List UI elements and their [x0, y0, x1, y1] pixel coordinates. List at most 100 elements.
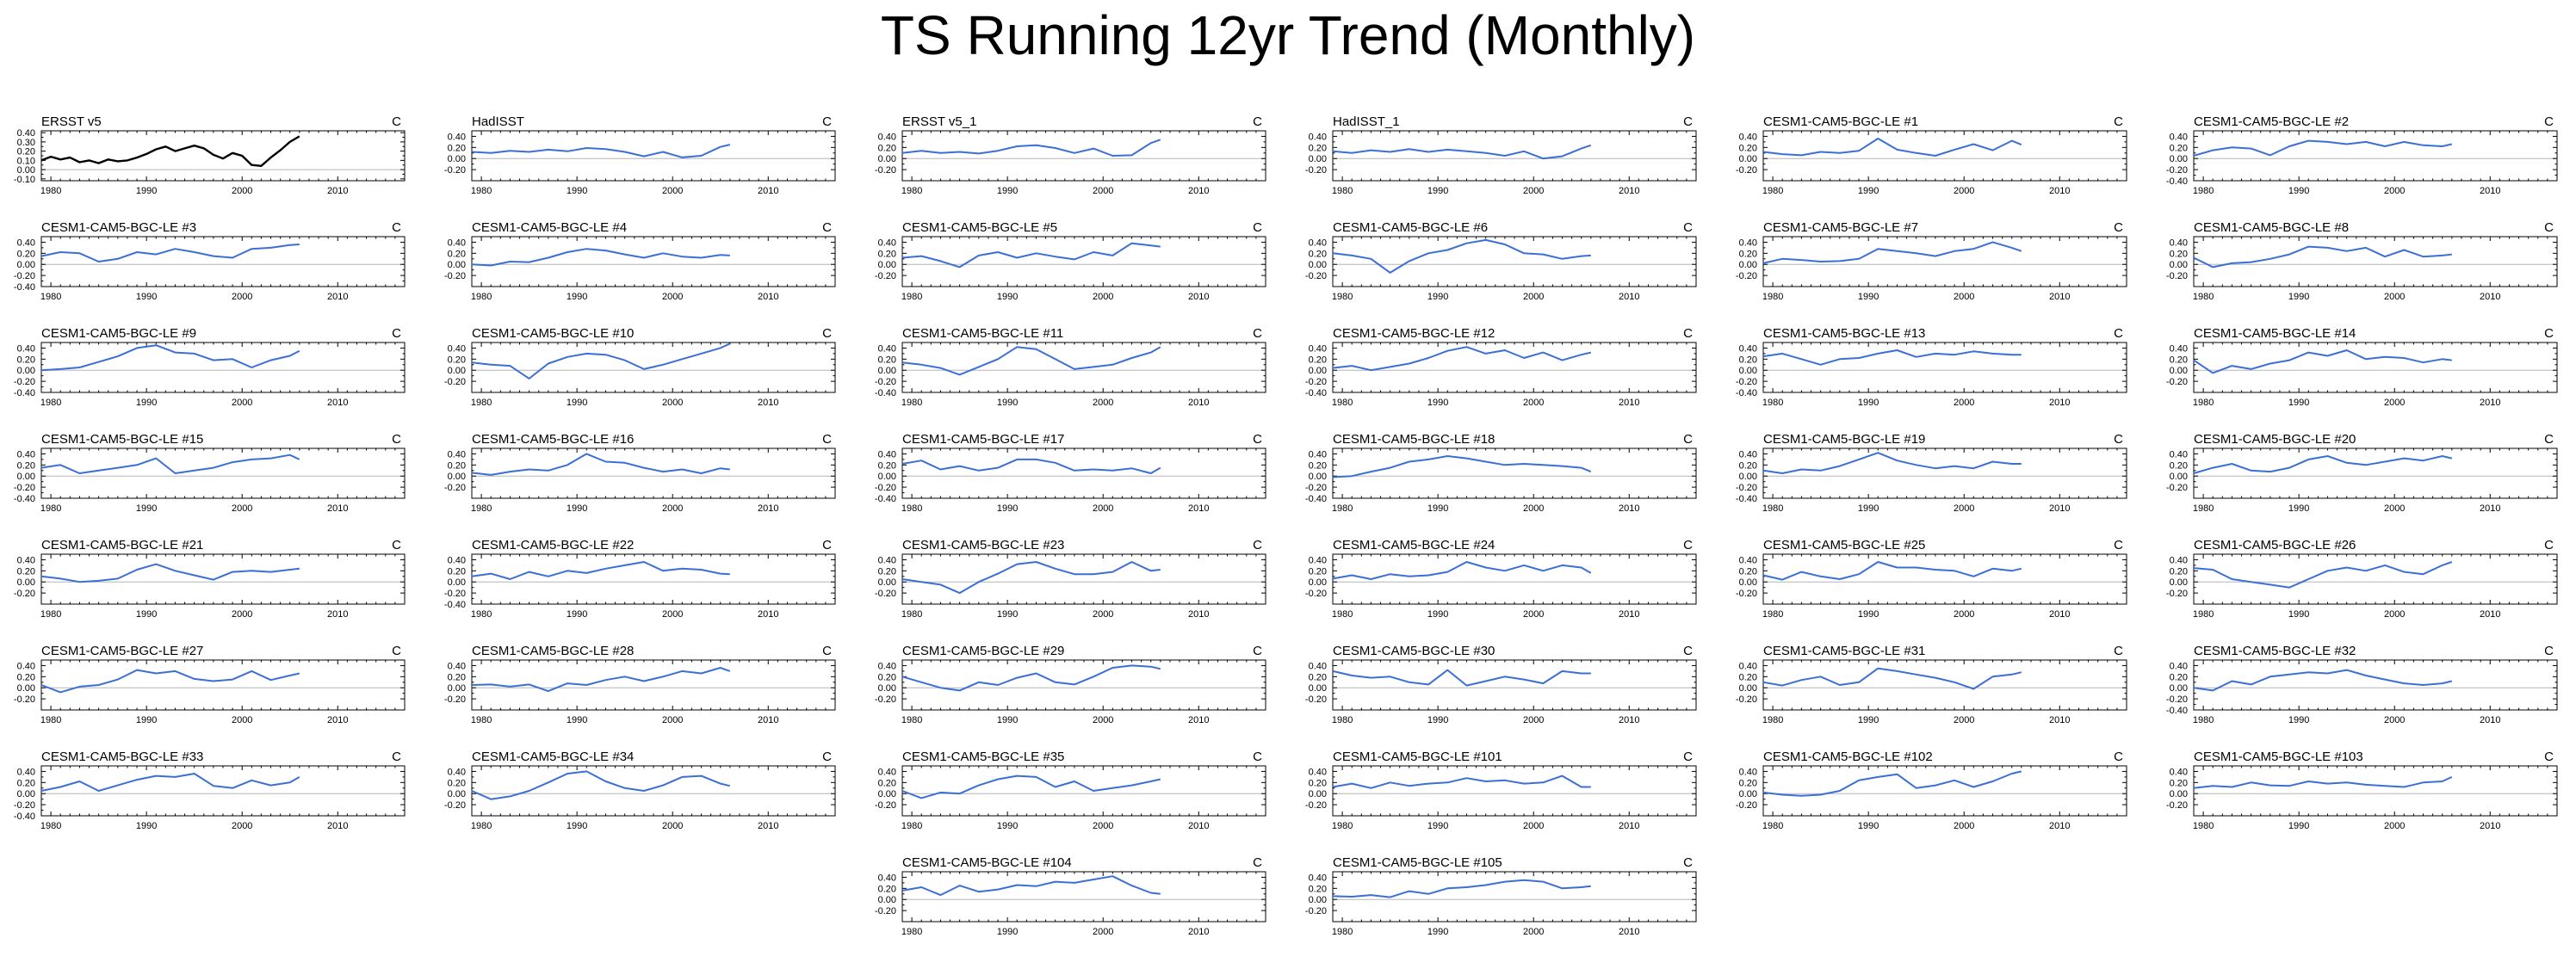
- series-line: [471, 248, 730, 267]
- y-tick-label: -0.40: [444, 600, 466, 610]
- panel: CESM1-CAM5-BGC-LE #23 C 1980 1990 2000 2010 -0…: [875, 538, 1266, 620]
- plot-frame: [1332, 447, 1697, 499]
- x-tick-label: 1980: [901, 821, 922, 831]
- x-tick-label: 1980: [1762, 186, 1783, 196]
- y-tick-label: 0.00: [2170, 366, 2188, 376]
- x-tick-label: 2010: [1188, 609, 1209, 620]
- y-tick-label: 0.20: [2170, 566, 2188, 577]
- x-tick-label: 2010: [327, 503, 348, 514]
- y-tick-label: -0.20: [2166, 165, 2188, 176]
- y-tick-label: 0.00: [1739, 472, 1757, 482]
- x-tick-label: 2010: [2480, 821, 2500, 831]
- plot-frame: [2193, 342, 2558, 393]
- x-tick-label: 1990: [997, 821, 1018, 831]
- y-tick-label: 0.20: [878, 566, 896, 577]
- panel-title: HadISST_1: [1333, 114, 1400, 129]
- panel: CESM1-CAM5-BGC-LE #7 C 1980 1990 2000 2010 -0.…: [1736, 220, 2127, 302]
- units-label: C: [2114, 750, 2123, 764]
- x-tick-label: 1990: [997, 398, 1018, 408]
- plot-frame: [1332, 553, 1697, 605]
- y-tick-label: -0.20: [875, 906, 896, 916]
- y-tick-label: 0.20: [17, 460, 35, 471]
- y-tick-label: 0.20: [878, 355, 896, 365]
- units-label: C: [1683, 114, 1693, 129]
- units-label: C: [2114, 220, 2123, 235]
- y-tick-label: 0.40: [1739, 767, 1757, 777]
- y-tick-label: 0.00: [1309, 895, 1327, 905]
- panel: HadISST_1 C 1980 1990 2000 2010 -0.200.000.200…: [1305, 114, 1697, 196]
- panel-title: CESM1-CAM5-BGC-LE #102: [1763, 750, 1933, 764]
- x-tick-label: 1990: [1858, 821, 1879, 831]
- x-tick-label: 1980: [471, 715, 492, 725]
- units-label: C: [2544, 220, 2554, 235]
- x-tick-label: 1990: [136, 398, 157, 408]
- x-tick-label: 1990: [2288, 186, 2309, 196]
- y-tick-label: 0.40: [1309, 661, 1327, 671]
- x-tick-label: 2000: [1954, 398, 1974, 408]
- y-tick-label: -0.20: [444, 589, 466, 599]
- units-label: C: [392, 538, 401, 552]
- page-title: TS Running 12yr Trend (Monthly): [880, 4, 1696, 66]
- y-tick-label: 0.00: [448, 789, 466, 799]
- series-line: [2193, 139, 2453, 157]
- panel: CESM1-CAM5-BGC-LE #34 C 1980 1990 2000 2010 -0…: [444, 750, 836, 831]
- x-tick-label: 2000: [1093, 927, 1113, 937]
- units-label: C: [392, 432, 401, 447]
- x-tick-label: 2000: [1523, 398, 1544, 408]
- x-tick-label: 1990: [567, 292, 587, 302]
- units-label: C: [1253, 644, 1262, 658]
- panel-title: CESM1-CAM5-BGC-LE #103: [2194, 750, 2363, 764]
- y-tick-label: -0.20: [444, 483, 466, 493]
- series-line: [1762, 349, 2022, 366]
- y-tick-label: 0.20: [2170, 778, 2188, 788]
- y-tick-label: 0.00: [2170, 154, 2188, 164]
- panel-title: CESM1-CAM5-BGC-LE #28: [472, 644, 634, 658]
- plot-frame: [901, 659, 1266, 711]
- series-line: [40, 135, 300, 168]
- y-tick-label: -0.40: [875, 494, 896, 504]
- y-tick-label: -0.40: [875, 388, 896, 398]
- y-tick-label: 0.40: [2170, 132, 2188, 142]
- y-tick-label: -0.40: [1305, 494, 1327, 504]
- x-tick-label: 1980: [2193, 292, 2214, 302]
- x-tick-label: 2000: [232, 821, 252, 831]
- y-tick-label: -0.20: [875, 589, 896, 599]
- series-line: [471, 342, 731, 380]
- panel-title: ERSST v5: [41, 114, 102, 129]
- plot-frame: [40, 130, 406, 182]
- plot-frame: [1332, 659, 1697, 711]
- panel: CESM1-CAM5-BGC-LE #1 C 1980 1990 2000 2010 -0.…: [1736, 114, 2127, 196]
- units-label: C: [2114, 644, 2123, 658]
- x-tick-label: 1980: [1762, 821, 1783, 831]
- x-tick-label: 1990: [567, 503, 587, 514]
- panel: CESM1-CAM5-BGC-LE #2 C 1980 1990 2000 2010 -0.…: [2166, 114, 2558, 196]
- x-tick-label: 2000: [2384, 292, 2405, 302]
- x-tick-label: 2000: [662, 398, 683, 408]
- x-tick-label: 2010: [1619, 292, 1639, 302]
- panel: CESM1-CAM5-BGC-LE #33 C 1980 1990 2000 2010 -0…: [14, 750, 406, 831]
- y-tick-label: 0.00: [2170, 260, 2188, 270]
- y-tick-label: 0.40: [2170, 449, 2188, 460]
- panel-title: CESM1-CAM5-BGC-LE #21: [41, 538, 203, 552]
- x-tick-label: 1990: [567, 186, 587, 196]
- x-tick-label: 1980: [2193, 398, 2214, 408]
- x-tick-label: 1990: [2288, 292, 2309, 302]
- x-tick-label: 1980: [1332, 609, 1353, 620]
- x-tick-label: 1980: [1762, 503, 1783, 514]
- y-tick-label: -0.20: [1305, 271, 1327, 281]
- x-tick-label: 1980: [1332, 292, 1353, 302]
- y-tick-label: 0.40: [1309, 132, 1327, 142]
- y-tick-label: -0.40: [1736, 494, 1757, 504]
- x-tick-label: 2000: [1954, 186, 1974, 196]
- y-tick-label: 0.00: [17, 260, 35, 270]
- y-tick-label: 0.00: [1309, 366, 1327, 376]
- plot-frame: [901, 447, 1266, 499]
- x-tick-label: 1990: [2288, 398, 2309, 408]
- x-tick-label: 1990: [1427, 292, 1448, 302]
- y-tick-label: -0.40: [14, 282, 35, 293]
- x-tick-label: 1980: [471, 398, 492, 408]
- y-tick-label: 0.00: [878, 789, 896, 799]
- panel-title: CESM1-CAM5-BGC-LE #4: [472, 220, 627, 235]
- panel: CESM1-CAM5-BGC-LE #13 C 1980 1990 2000 2010 -0…: [1736, 326, 2127, 408]
- x-tick-label: 1980: [1332, 715, 1353, 725]
